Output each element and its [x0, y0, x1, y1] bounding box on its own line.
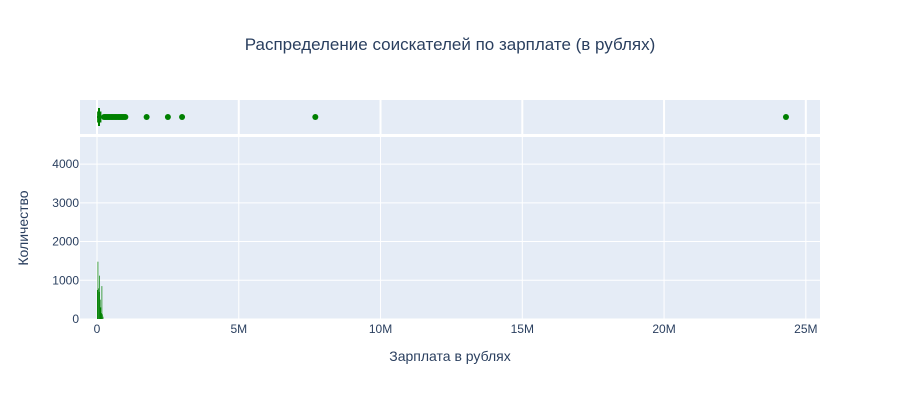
outlier-point: [122, 114, 129, 120]
box-gridlines: [96, 100, 807, 134]
x-axis-label: Зарплата в рублях: [389, 348, 510, 364]
histogram-bar: [102, 316, 104, 319]
x-tick-label: 10M: [369, 322, 392, 336]
histogram-bar: [99, 299, 101, 319]
histogram-bar: [98, 291, 100, 319]
histogram-bar: [100, 313, 102, 319]
chart-title: Распределение соискателей по зарплате (в…: [245, 35, 656, 54]
x-tick-label: 5M: [230, 322, 247, 336]
box-plot: [97, 108, 789, 126]
outlier-point: [782, 114, 789, 120]
histogram-bar: [97, 261, 99, 319]
x-tick-label: 0: [94, 322, 101, 336]
x-tick-label: 15M: [511, 322, 534, 336]
histogram-bar: [97, 289, 98, 319]
histogram-bar: [101, 286, 103, 319]
y-tick-label: 0: [72, 312, 79, 326]
x-tick-label: 20M: [652, 322, 675, 336]
y-axis-ticks: 0 1000 2000 3000 4000: [52, 157, 79, 326]
outlier-point: [143, 114, 150, 120]
outlier-point: [179, 114, 186, 120]
histogram-gridlines: [80, 137, 820, 320]
y-tick-label: 3000: [52, 196, 79, 210]
histogram-bar: [99, 275, 100, 319]
histogram-bars: [97, 261, 104, 319]
y-tick-label: 1000: [52, 273, 79, 287]
y-axis-label: Количество: [15, 190, 31, 265]
y-tick-label: 2000: [52, 235, 79, 249]
y-tick-label: 4000: [52, 157, 79, 171]
box-plot-area: [80, 100, 820, 134]
histogram-plot-area: [80, 137, 820, 319]
histogram-bar: [100, 307, 102, 319]
x-tick-label: 25M: [794, 322, 817, 336]
histogram-bar: [102, 314, 103, 319]
outlier-point: [312, 114, 319, 120]
x-axis-ticks: 0 5M 10M 15M 20M 25M: [94, 322, 818, 336]
outlier-point: [164, 114, 171, 120]
histogram-bar: [98, 288, 99, 319]
